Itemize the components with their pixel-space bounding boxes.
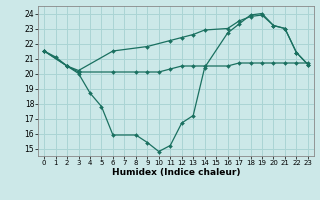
X-axis label: Humidex (Indice chaleur): Humidex (Indice chaleur) (112, 168, 240, 177)
